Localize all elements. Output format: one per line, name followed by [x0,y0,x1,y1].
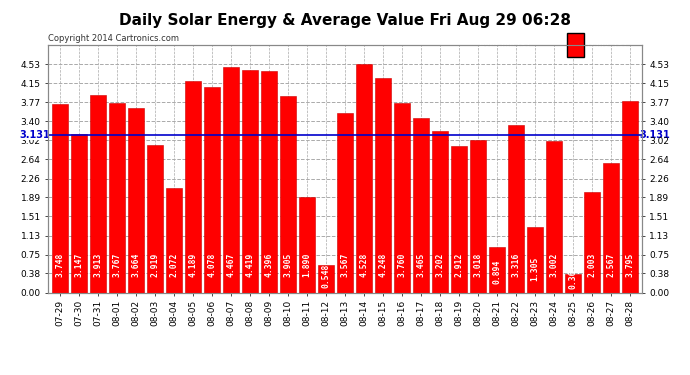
Bar [280,96,296,292]
Text: 0.894: 0.894 [493,260,502,284]
Bar [318,265,334,292]
Text: 3.202: 3.202 [435,253,444,278]
Bar [52,104,68,292]
Text: 4.248: 4.248 [379,253,388,278]
Text: 3.316: 3.316 [512,253,521,278]
Text: 2.912: 2.912 [455,253,464,278]
Bar [432,131,448,292]
Text: Copyright 2014 Cartronics.com: Copyright 2014 Cartronics.com [48,33,179,42]
Bar [223,68,239,292]
Text: 3.131: 3.131 [640,130,671,140]
Bar [603,163,620,292]
Text: 3.767: 3.767 [112,253,121,278]
Text: 3.913: 3.913 [93,253,102,278]
Text: 4.396: 4.396 [264,253,273,278]
Bar [70,134,87,292]
Text: 3.905: 3.905 [284,253,293,278]
Text: 0.548: 0.548 [322,263,331,288]
Bar [508,125,524,292]
Bar [584,192,600,292]
Text: 1.305: 1.305 [531,256,540,280]
Text: 1.890: 1.890 [302,253,311,278]
Text: 3.664: 3.664 [131,253,140,278]
Bar [299,197,315,292]
Bar [128,108,144,292]
Text: 2.919: 2.919 [150,253,159,278]
Text: 4.419: 4.419 [246,253,255,278]
Bar [546,141,562,292]
Text: 4.467: 4.467 [226,253,235,278]
Bar [204,87,220,292]
Text: 2.003: 2.003 [588,253,597,278]
Bar [261,71,277,292]
Text: 0.364: 0.364 [569,265,578,289]
Bar [241,70,258,292]
Bar [375,78,391,292]
Text: 4.189: 4.189 [188,253,197,278]
Text: 2.072: 2.072 [169,253,178,278]
Bar [489,248,505,292]
Title: Daily Solar Energy & Average Value Fri Aug 29 06:28: Daily Solar Energy & Average Value Fri A… [119,13,571,28]
Bar [166,188,182,292]
Bar [109,103,125,292]
Text: 3.465: 3.465 [417,253,426,278]
Text: 2.567: 2.567 [607,253,615,278]
Bar [394,103,410,292]
Text: 4.078: 4.078 [208,253,217,278]
Bar [337,113,353,292]
Bar [565,274,581,292]
Text: 3.131: 3.131 [19,130,50,140]
Text: 3.147: 3.147 [75,253,83,278]
Bar [470,140,486,292]
Bar [622,101,638,292]
Text: 3.795: 3.795 [626,253,635,278]
Text: 4.528: 4.528 [359,253,368,278]
Text: 3.567: 3.567 [340,253,350,278]
Text: 3.760: 3.760 [397,253,406,278]
Bar [451,146,467,292]
Bar [527,227,543,292]
Text: 3.748: 3.748 [55,253,64,278]
Bar [356,64,372,292]
Text: 3.002: 3.002 [550,253,559,278]
Bar [185,81,201,292]
Bar [147,146,163,292]
Text: 3.018: 3.018 [473,253,482,278]
Bar [90,95,106,292]
Bar [413,118,429,292]
